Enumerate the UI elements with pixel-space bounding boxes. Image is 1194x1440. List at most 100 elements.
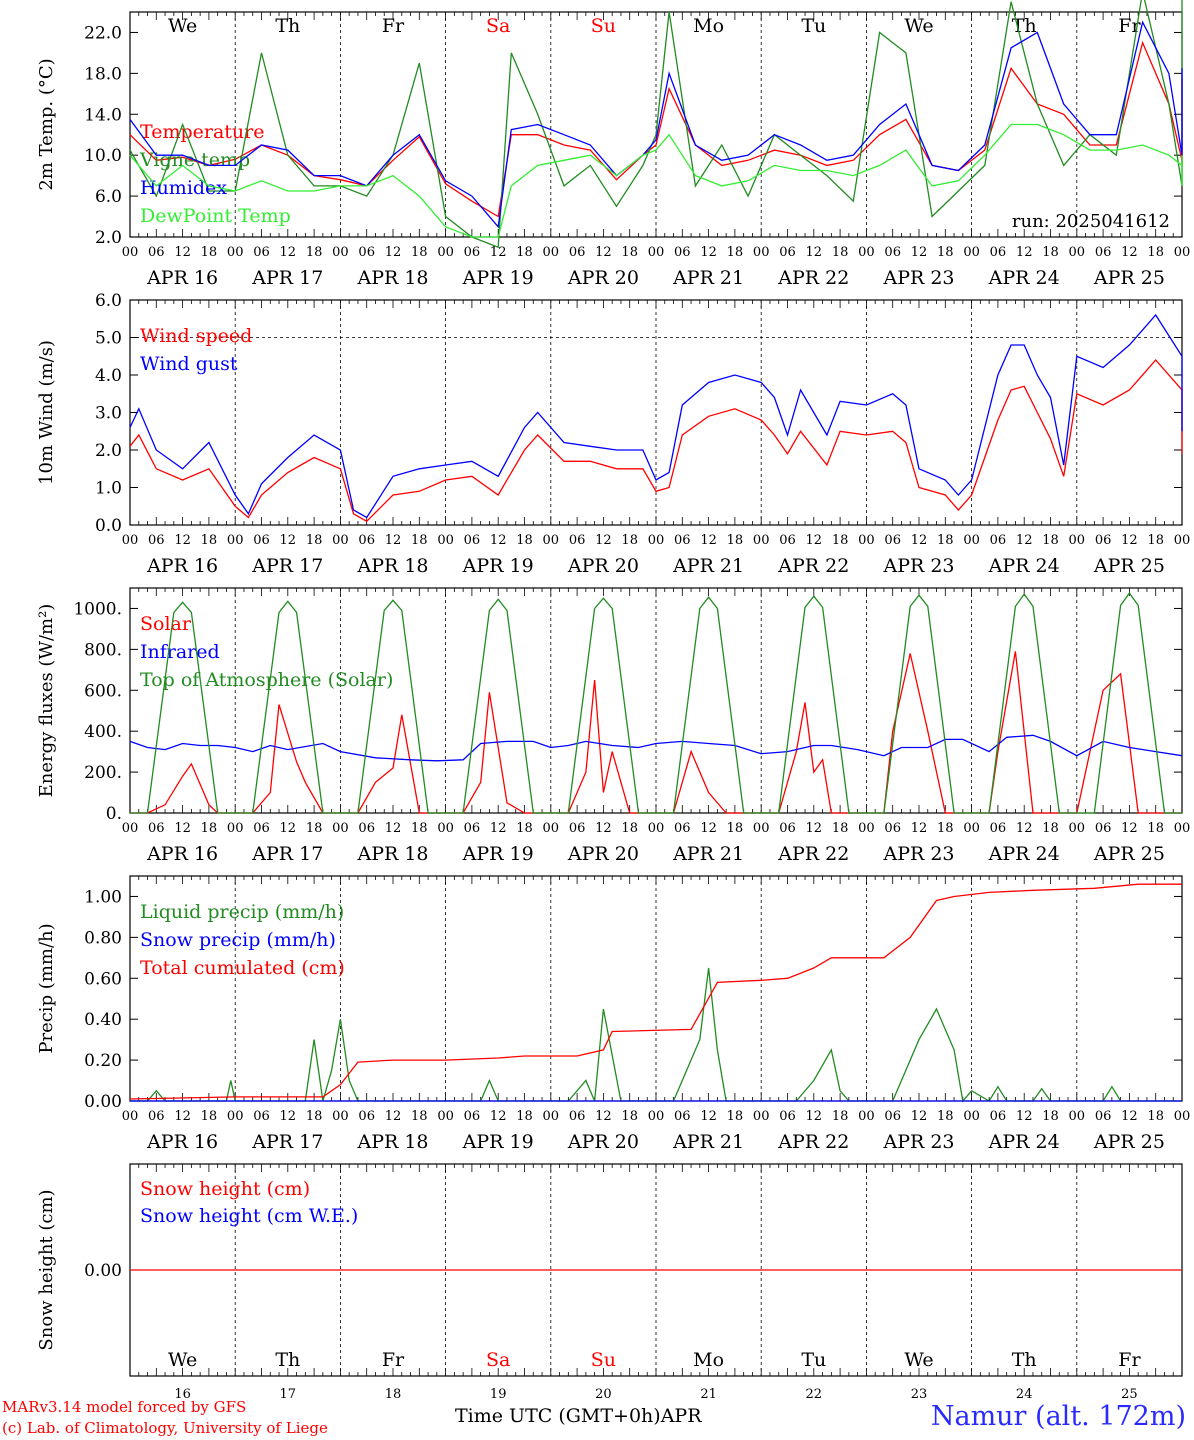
panel-1: 2.0 6.0 10.0 14.0 18.0 22.0 2m Temp. (°C) 00 06 1… — [36, 0, 1190, 289]
hour-label: 12 — [490, 533, 507, 548]
hour-label: 06 — [1095, 245, 1112, 260]
legend-label: Liquid precip (mm/h) — [140, 901, 344, 923]
hour-label: 06 — [148, 245, 165, 260]
hour-label: 00 — [1174, 1109, 1191, 1124]
hour-label: 00 — [543, 245, 560, 260]
hour-label: 00 — [332, 245, 349, 260]
run-label: run: 2025041612 — [1012, 211, 1170, 232]
y-tick-label: 22.0 — [84, 23, 122, 43]
panel-2: 0.0 1.0 2.0 3.0 4.0 5.0 6.0 10m Wind (m/s) 00 06 1… — [36, 291, 1190, 577]
legend-label: Wind speed — [140, 325, 252, 347]
y-tick-label: 0.00 — [84, 1092, 122, 1112]
hour-label: 06 — [990, 1109, 1007, 1124]
hour-label: 00 — [648, 821, 665, 836]
hour-label: 06 — [779, 245, 796, 260]
hour-label: 18 — [1042, 1109, 1059, 1124]
y-axis-label: 10m Wind (m/s) — [36, 340, 57, 485]
panel-5: 0.00 Snow height (cm) We Th Fr Sa Su Mo Tu We Th Fr… — [36, 1163, 1183, 1377]
day-number: 17 — [280, 1387, 297, 1402]
weekday-label: Su — [591, 15, 616, 37]
hour-label: 00 — [753, 821, 770, 836]
hour-label: 18 — [516, 533, 533, 548]
hour-label: 06 — [253, 821, 270, 836]
hour-label: 00 — [1069, 533, 1086, 548]
hour-label: 12 — [385, 533, 402, 548]
weekday-label: Sa — [486, 15, 510, 37]
panel-3: 0. 200. 400. 600. 800. 1000. Energy fluxes (W/… — [36, 587, 1190, 865]
hour-label: 00 — [648, 533, 665, 548]
hour-label: 12 — [911, 821, 928, 836]
date-label: APR 18 — [356, 555, 428, 577]
hour-label: 18 — [832, 245, 849, 260]
hour-label: 18 — [201, 1109, 218, 1124]
date-label: APR 22 — [777, 267, 849, 289]
hour-label: 12 — [385, 821, 402, 836]
hour-label: 18 — [1147, 821, 1164, 836]
hour-label: 06 — [148, 821, 165, 836]
hour-label: 00 — [858, 1109, 875, 1124]
legend-label: Total cumulated (cm) — [140, 957, 345, 979]
date-label: APR 22 — [777, 555, 849, 577]
y-tick-label: 1.0 — [95, 479, 122, 499]
footer-lab-credit: (c) Lab. of Climatology, University of L… — [2, 1419, 328, 1437]
hour-label: 06 — [253, 533, 270, 548]
hour-label: 06 — [358, 821, 375, 836]
hour-label: 18 — [516, 821, 533, 836]
hour-label: 18 — [1042, 245, 1059, 260]
hour-label: 00 — [858, 245, 875, 260]
hour-label: 12 — [911, 1109, 928, 1124]
date-label: APR 16 — [146, 555, 218, 577]
hour-label: 06 — [569, 245, 586, 260]
hour-label: 06 — [464, 245, 481, 260]
x-axis-month: APR — [660, 1405, 702, 1427]
hour-label: 06 — [358, 245, 375, 260]
date-label: APR 21 — [672, 555, 744, 577]
hour-label: 18 — [832, 1109, 849, 1124]
hour-label: 18 — [937, 533, 954, 548]
date-label: APR 20 — [567, 267, 639, 289]
hour-label: 06 — [674, 245, 691, 260]
y-tick-label: 0.80 — [84, 928, 122, 948]
date-label: APR 25 — [1093, 1131, 1165, 1153]
weekday-label: Th — [1012, 1349, 1037, 1371]
hour-label: 06 — [884, 1109, 901, 1124]
hour-label: 18 — [937, 245, 954, 260]
hour-label: 00 — [543, 821, 560, 836]
y-tick-label: 0.00 — [84, 1261, 122, 1281]
hour-label: 06 — [148, 533, 165, 548]
y-tick-label: 10.0 — [84, 146, 122, 166]
hour-label: 18 — [306, 1109, 323, 1124]
hour-label: 06 — [1095, 533, 1112, 548]
hour-label: 18 — [411, 821, 428, 836]
hour-label: 00 — [122, 533, 139, 548]
weekday-label: Tu — [801, 1349, 826, 1371]
hour-label: 18 — [201, 245, 218, 260]
hour-label: 12 — [1016, 533, 1033, 548]
hour-label: 18 — [201, 533, 218, 548]
hour-label: 06 — [990, 245, 1007, 260]
hour-label: 12 — [700, 821, 717, 836]
series-line-wind-gust — [129, 313, 1183, 519]
y-tick-label: 5.0 — [95, 329, 122, 349]
hour-label: 06 — [358, 1109, 375, 1124]
y-axis-label: Precip (mm/h) — [36, 923, 57, 1053]
day-number: 18 — [385, 1387, 402, 1402]
weekday-label: Fr — [1118, 1349, 1141, 1371]
date-label: APR 19 — [462, 555, 534, 577]
legend-label: DewPoint Temp — [140, 205, 291, 227]
y-tick-label: 2.0 — [95, 228, 122, 248]
hour-label: 00 — [543, 533, 560, 548]
hour-label: 06 — [990, 821, 1007, 836]
hour-label: 00 — [963, 821, 980, 836]
y-tick-label: 4.0 — [95, 366, 122, 386]
hour-label: 12 — [595, 245, 612, 260]
date-label: APR 16 — [146, 843, 218, 865]
y-tick-label: 400. — [84, 722, 122, 742]
hour-label: 06 — [569, 1109, 586, 1124]
hour-label: 12 — [490, 1109, 507, 1124]
weekday-label: Th — [1012, 15, 1037, 37]
hour-label: 00 — [963, 245, 980, 260]
hour-label: 06 — [358, 533, 375, 548]
day-number: 24 — [1016, 1387, 1033, 1402]
weekday-label: Fr — [382, 15, 405, 37]
